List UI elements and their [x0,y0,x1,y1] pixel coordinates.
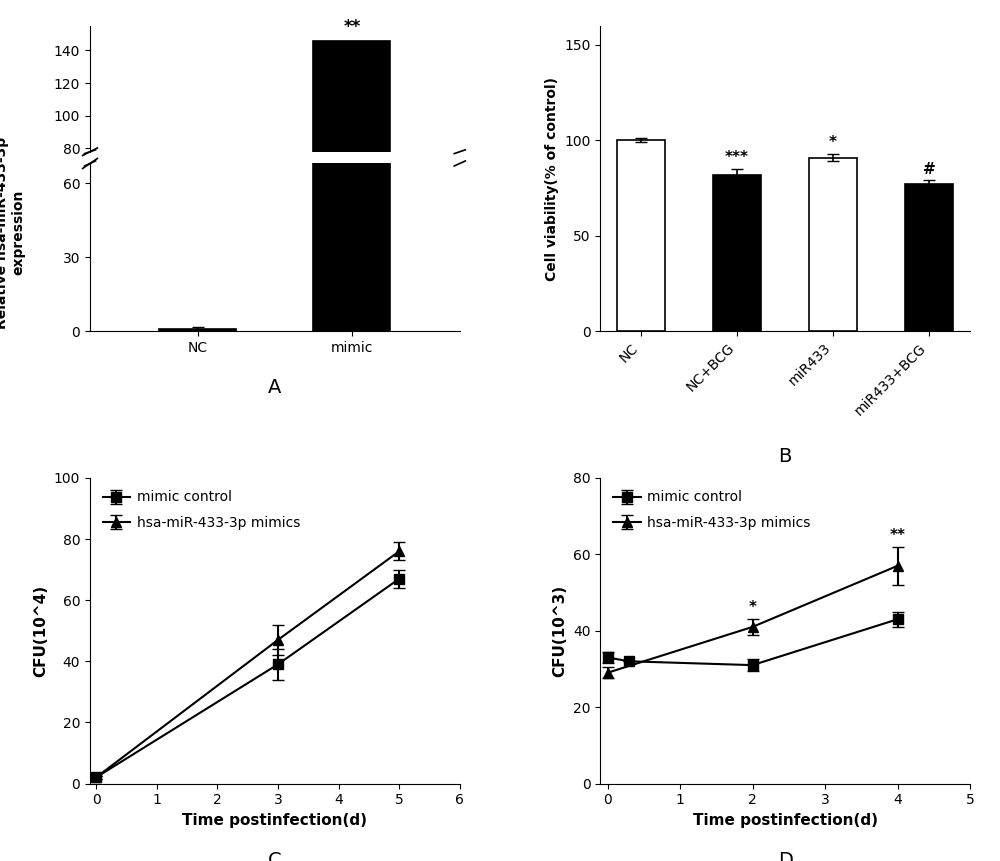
Text: D: D [778,851,793,861]
Text: *: * [829,135,837,150]
Text: **: ** [890,528,906,543]
Y-axis label: CFU(10^3): CFU(10^3) [552,585,567,677]
Bar [313,40,390,279]
Bar [809,158,857,331]
Bar [713,175,761,331]
Text: #: # [923,162,936,177]
X-axis label: Time postinfection(d): Time postinfection(d) [693,813,878,827]
Text: ***: *** [725,150,749,165]
Y-axis label: Cell viability(% of control): Cell viability(% of control) [545,77,559,281]
Y-axis label: CFU(10^4): CFU(10^4) [33,585,48,677]
Legend: mimic control, hsa-miR-433-3p mimics: mimic control, hsa-miR-433-3p mimics [97,485,306,536]
Text: **: ** [343,17,361,35]
Bar [313,164,390,331]
Bar [617,140,665,331]
Text: B: B [778,448,792,467]
Bar [159,329,236,331]
Text: *: * [749,600,757,616]
Bar [905,184,953,331]
Text: Relative hsa-miR-433-3p
expression: Relative hsa-miR-433-3p expression [0,136,25,329]
Text: C: C [268,851,282,861]
Legend: mimic control, hsa-miR-433-3p mimics: mimic control, hsa-miR-433-3p mimics [607,485,816,536]
X-axis label: Time postinfection(d): Time postinfection(d) [182,813,367,827]
Text: A: A [268,378,282,397]
